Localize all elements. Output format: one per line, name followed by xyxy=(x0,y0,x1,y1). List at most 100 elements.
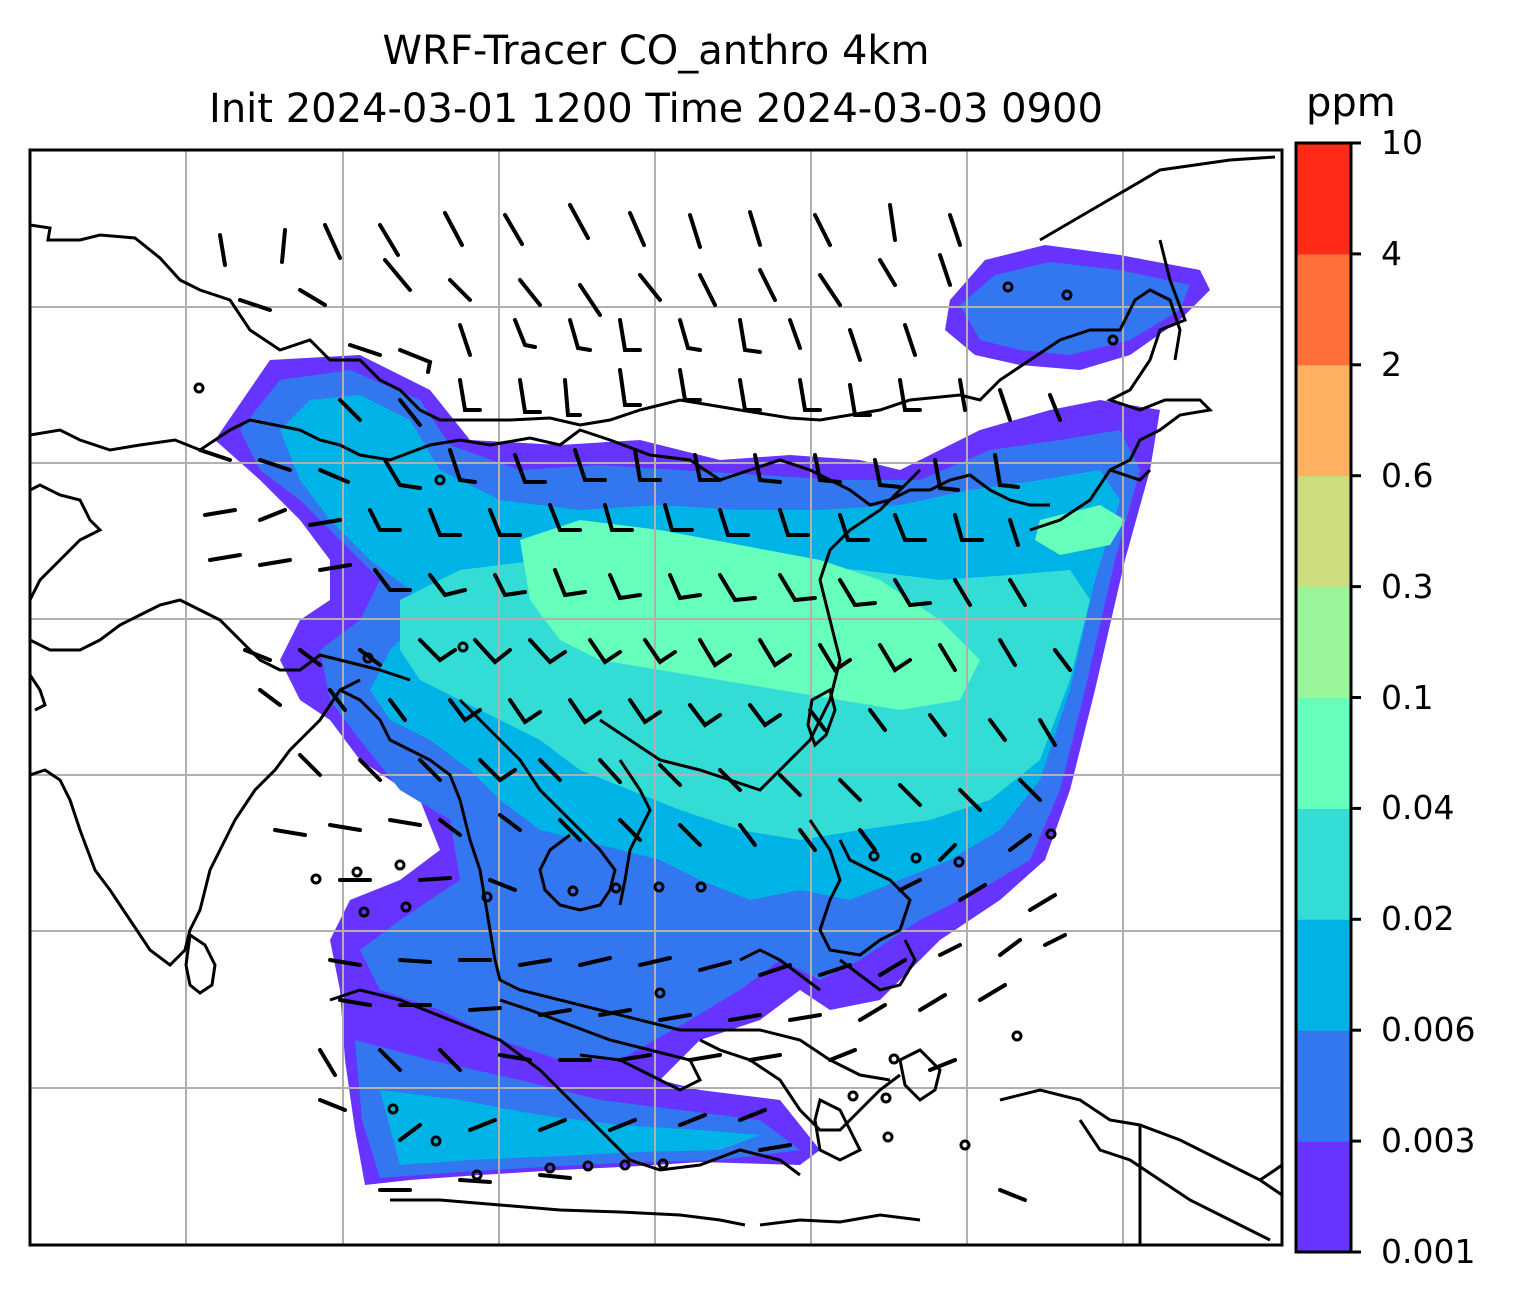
wind-barb xyxy=(348,343,382,357)
coastline xyxy=(1259,1163,1282,1182)
coastline xyxy=(30,483,103,601)
calm-wind-circle xyxy=(1002,281,1014,293)
wind-barb xyxy=(388,698,407,722)
coastline xyxy=(759,1213,921,1227)
wind-barb xyxy=(323,223,342,260)
wind-barb xyxy=(388,818,422,827)
wind-barb xyxy=(308,518,342,527)
wind-barb xyxy=(998,1188,1027,1202)
wind-barb xyxy=(798,378,822,412)
wind-barb xyxy=(938,843,957,862)
colorbar-segment xyxy=(1296,475,1351,588)
wind-barb xyxy=(458,1178,492,1184)
wind-barb xyxy=(938,943,962,957)
wind-barb xyxy=(873,458,902,489)
wind-barb xyxy=(698,638,732,668)
wind-barb xyxy=(273,828,307,837)
wind-barb xyxy=(788,1013,822,1022)
calm-wind-circle xyxy=(959,1139,971,1151)
wind-barb xyxy=(458,378,482,412)
wind-barb xyxy=(448,448,477,484)
wind-barb xyxy=(818,273,842,307)
wind-barb xyxy=(488,508,522,537)
wind-barb xyxy=(448,278,472,302)
wind-barb xyxy=(573,448,607,482)
coastline xyxy=(839,939,917,992)
wind-barb xyxy=(1048,393,1062,422)
wind-barb xyxy=(498,813,522,832)
calm-wind-circle xyxy=(1061,289,1073,301)
wind-barb xyxy=(208,553,242,562)
coastline xyxy=(599,468,922,792)
wind-barb xyxy=(553,568,587,598)
wind-barb xyxy=(658,1013,692,1022)
wind-barb xyxy=(878,958,907,977)
wind-barb xyxy=(538,1008,572,1017)
wind-barb xyxy=(748,703,782,728)
wind-barbs xyxy=(198,203,1072,1202)
coastline xyxy=(339,688,891,1082)
coastline xyxy=(699,1038,901,1132)
wind-barb xyxy=(678,823,702,847)
wind-barb xyxy=(513,318,537,349)
wind-barb xyxy=(468,1118,497,1132)
wind-barb xyxy=(998,388,1012,422)
wind-barb xyxy=(328,958,362,967)
wind-barb xyxy=(658,763,682,787)
calm-wind-circle xyxy=(610,882,622,894)
coastline xyxy=(618,759,652,906)
wind-barb xyxy=(618,1053,652,1062)
wind-barb xyxy=(338,998,372,1007)
wind-barb xyxy=(558,818,582,842)
wind-barb xyxy=(888,203,897,242)
wind-barb xyxy=(508,698,542,725)
wind-barb xyxy=(688,703,722,728)
wind-barb xyxy=(978,983,1007,1002)
calm-wind-circle xyxy=(1011,1030,1023,1042)
wind-barb xyxy=(953,578,972,607)
wind-barb xyxy=(538,1118,567,1132)
wind-barb xyxy=(608,573,642,601)
wind-barb xyxy=(838,513,870,542)
colorbar-tick-label: 10 xyxy=(1381,123,1423,162)
wind-barb xyxy=(243,648,272,662)
calm-wind-circle xyxy=(567,885,579,897)
wind-barb xyxy=(418,638,457,663)
calm-wind-circle xyxy=(358,906,370,918)
wind-barb xyxy=(678,1113,707,1127)
wind-barb xyxy=(1008,578,1027,607)
wind-barb xyxy=(998,638,1017,667)
wind-barb xyxy=(368,508,402,532)
colorbar-segment xyxy=(1296,808,1351,920)
wind-barb xyxy=(488,878,517,892)
wind-barb xyxy=(688,1053,722,1062)
wind-barb xyxy=(298,753,322,777)
wind-barb xyxy=(628,211,646,247)
wind-barb xyxy=(478,758,517,783)
wind-barb xyxy=(718,573,757,603)
wind-barb xyxy=(903,323,917,357)
wind-barb xyxy=(328,688,347,712)
coastline xyxy=(458,698,617,912)
wind-barb xyxy=(678,368,702,402)
calm-wind-circle xyxy=(619,1159,631,1171)
wind-barb xyxy=(748,210,762,247)
wind-barb xyxy=(738,378,762,412)
wind-barb xyxy=(398,958,432,964)
wind-barb xyxy=(938,253,952,287)
coastline xyxy=(808,819,912,957)
calm-wind-circle xyxy=(362,652,374,664)
calm-wind-circle xyxy=(387,1103,399,1115)
colorbar-segment xyxy=(1296,364,1351,477)
wind-barb xyxy=(633,448,662,482)
wind-barb xyxy=(318,468,350,484)
calm-wind-markers xyxy=(193,281,1119,1181)
calm-wind-circle xyxy=(544,1162,556,1174)
wind-barb xyxy=(813,453,842,484)
wind-barb xyxy=(868,708,887,732)
wind-barb xyxy=(953,513,984,542)
tracer-field-region-high xyxy=(1035,505,1125,555)
wind-barb xyxy=(958,788,982,812)
wind-barb xyxy=(693,453,722,482)
wind-barb xyxy=(918,993,947,1012)
